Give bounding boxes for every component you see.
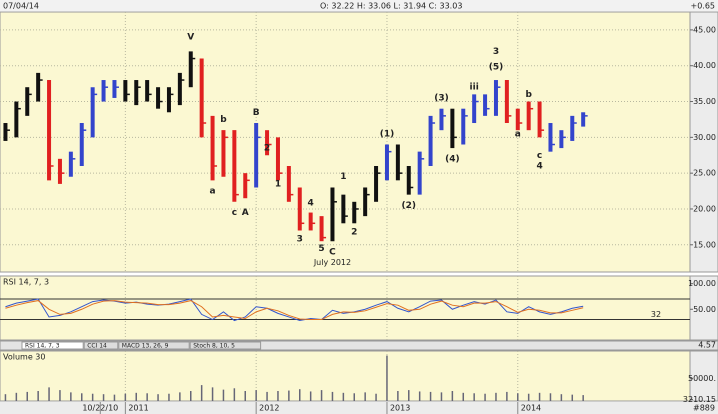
y-tick-label: 3210.15 xyxy=(683,395,716,404)
wave-label: (5) xyxy=(489,63,504,73)
wave-label: a xyxy=(515,129,521,139)
wave-label: iii xyxy=(470,83,479,93)
wave-label: A xyxy=(242,208,249,218)
wave-label: (1) xyxy=(380,129,395,139)
panel xyxy=(0,11,691,273)
ohlc: O: 32.22 H: 33.06 L: 31.94 C: 33.03 xyxy=(320,2,462,11)
wave-label: 4 xyxy=(536,161,542,171)
tab-label[interactable]: RSI 14, 7, 3 xyxy=(25,343,60,350)
wave-label: (2) xyxy=(402,201,417,211)
rsi-line xyxy=(5,298,584,322)
tab[interactable] xyxy=(189,341,262,350)
wave-label: 5 xyxy=(318,244,324,254)
divider-label: 4.57 xyxy=(698,341,716,350)
wave-label: c xyxy=(232,208,237,218)
wave-label: July 2012 xyxy=(313,258,351,267)
x-tick-label: 10/22/10 xyxy=(82,404,118,413)
rsi-line xyxy=(5,300,584,321)
tab[interactable] xyxy=(83,341,119,350)
wave-label: (3) xyxy=(434,93,449,103)
y-tick-label: 50.00 xyxy=(693,305,716,314)
rsi-value: 32 xyxy=(651,310,661,319)
panel-title: Volume 30 xyxy=(3,353,45,362)
wave-label: V xyxy=(187,33,194,43)
panel xyxy=(0,275,691,341)
wave-label: 2 xyxy=(351,227,357,237)
y-tick-label: 40.00 xyxy=(693,61,716,70)
tab-strip xyxy=(0,340,718,351)
axis-panel xyxy=(689,350,718,402)
header-bar xyxy=(0,0,718,11)
change: +0.65 xyxy=(690,2,715,11)
wave-label: 3 xyxy=(493,47,499,57)
tab-label[interactable]: Stoch 8, 10, 5 xyxy=(193,343,235,350)
x-tick-label: 2012 xyxy=(259,404,279,413)
wave-label: c xyxy=(537,151,542,161)
y-tick-label: 30.00 xyxy=(693,133,716,142)
panel-title: RSI 14, 7, 3 xyxy=(3,278,49,287)
y-tick-label: 20.00 xyxy=(693,204,716,213)
wave-label: 2 xyxy=(264,144,270,154)
wave-label: 1 xyxy=(340,172,346,182)
wave-label: 1 xyxy=(275,179,281,189)
wave-label: B xyxy=(253,108,260,118)
tab-label[interactable]: CCI 14 xyxy=(87,343,107,350)
y-tick-label: 35.00 xyxy=(693,97,716,106)
wave-label: b xyxy=(220,115,227,125)
wave-label: b xyxy=(525,90,532,100)
tab-label[interactable]: MACD 13, 26, 9 xyxy=(122,343,169,350)
date: 07/04/14 xyxy=(3,2,39,11)
y-tick-label: 45.00 xyxy=(693,25,716,34)
wave-label: a xyxy=(210,187,216,197)
x-tick-label: 2014 xyxy=(521,404,541,413)
x-tick-label: 2013 xyxy=(390,404,410,413)
tab[interactable] xyxy=(21,341,84,350)
indicator-tab[interactable]: RSI 14, 7, 3 xyxy=(21,341,84,350)
time-axis xyxy=(0,402,718,414)
y-tick-label: 15.00 xyxy=(693,240,716,249)
wave-label: 4 xyxy=(308,199,314,209)
y-tick-label: 50000. xyxy=(688,374,716,383)
wave-label: 3 xyxy=(297,235,303,245)
y-tick-label: 25.00 xyxy=(693,169,716,178)
panel xyxy=(0,350,691,402)
axis-panel xyxy=(689,275,718,341)
corner-label: #889 xyxy=(693,404,715,413)
wave-label: (4) xyxy=(445,154,460,164)
indicator-tab[interactable]: CCI 14 xyxy=(83,341,119,350)
wave-label: C xyxy=(329,247,336,257)
axis-panel xyxy=(689,11,718,273)
tab[interactable] xyxy=(118,341,190,350)
indicator-tab[interactable]: MACD 13, 26, 9 xyxy=(118,341,190,350)
y-tick-label: 100.00 xyxy=(688,279,716,288)
indicator-tab[interactable]: Stoch 8, 10, 5 xyxy=(189,341,262,350)
x-tick-label: 2011 xyxy=(128,404,148,413)
